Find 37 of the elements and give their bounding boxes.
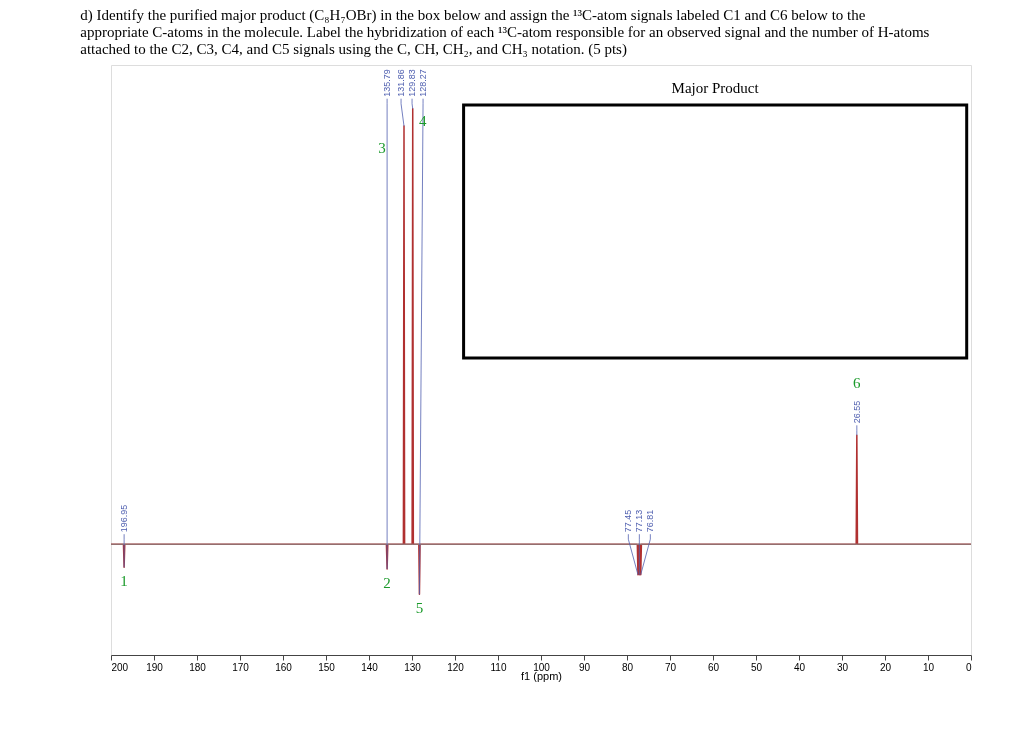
annotation: 77.13	[634, 509, 645, 533]
x-tick-label: 190	[146, 661, 164, 673]
x-tick-label: 70	[664, 661, 677, 673]
annotation: 26.55	[851, 400, 862, 424]
annotation: 129.83	[407, 69, 418, 97]
x-tick-label: 40	[793, 661, 806, 673]
x-tick-label: 160	[275, 661, 293, 673]
x-tick-label: 200	[111, 661, 129, 673]
x-tick-label: 50	[750, 661, 763, 673]
x-tick-label: 20	[879, 661, 892, 673]
x-tick-label: 0	[965, 661, 972, 673]
annotation: 2	[383, 575, 391, 592]
x-tick-label: 30	[836, 661, 849, 673]
annotation: 77.45	[623, 509, 634, 533]
annotation: 4	[418, 112, 427, 129]
x-tick-label: 180	[189, 661, 207, 673]
annotation: 5	[415, 600, 424, 617]
chart-title: d) Identify the purified major product (C₈H₇OBr) in the box below and assign the ¹³C-atom signals labeled C1 and C6 below to the appropriate C-atoms in the molecule. Label the hybridization of each ¹³C-atom responsible for an observed signal and the number of H-atoms attached to the C2, C3, C4, and C5 signals using the C, CH, CH₂, and CH₃ notation. (5 pts)	[80, 7, 930, 58]
x-tick-label: 90	[578, 661, 591, 673]
x-tick-label: 150	[318, 661, 336, 673]
x-tick-label: 80	[621, 661, 634, 673]
annotation: 76.81	[645, 509, 656, 533]
annotation: 196.95	[119, 504, 130, 533]
annotation: 135.79	[382, 69, 393, 97]
annotation: 1	[120, 573, 128, 590]
annotation: 131.86	[396, 69, 407, 97]
text: Major Product	[671, 80, 760, 96]
x-tick-label: 110	[490, 661, 507, 673]
x-tick-label: 140	[361, 661, 379, 673]
x-tick-label: 120	[447, 661, 465, 673]
annotation: 3	[378, 140, 386, 157]
x-tick-label: 170	[232, 661, 250, 673]
x-tick-label: 60	[707, 661, 720, 673]
x-tick-label: 10	[922, 661, 935, 673]
annotation: 6	[853, 375, 862, 392]
annotation: 128.27	[418, 69, 429, 97]
x-tick-label: 130	[404, 661, 422, 673]
